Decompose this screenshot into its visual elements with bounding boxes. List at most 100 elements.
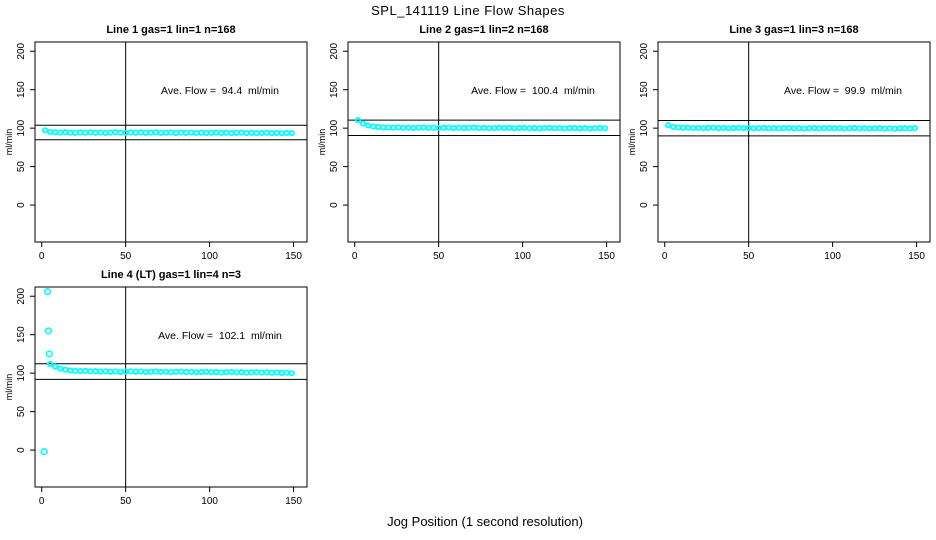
data-point [77, 129, 84, 136]
data-point [208, 129, 215, 136]
data-point [233, 129, 240, 136]
panel-1-x-ticks: 0 50 100 150 [39, 242, 302, 262]
panel-4-outlier-point [44, 327, 53, 335]
data-point [811, 124, 818, 132]
data-point [283, 129, 290, 137]
data-point [183, 368, 190, 376]
y-tick-label: 0 [16, 447, 27, 453]
y-tick-label: 150 [16, 81, 27, 98]
data-point [223, 369, 230, 376]
y-tick-label: 100 [16, 119, 27, 136]
y-tick-label: 200 [16, 287, 27, 304]
x-tick-label: 0 [662, 251, 668, 262]
panel-1-plot: 0 50 100 150 0 50 100 150 200 [16, 41, 308, 262]
data-point [102, 368, 109, 375]
data-point [800, 125, 808, 132]
panel-4-points [47, 360, 295, 377]
data-point [147, 368, 154, 375]
data-point [856, 125, 863, 132]
data-point [490, 124, 498, 132]
data-point [203, 368, 210, 375]
data-point [846, 125, 853, 132]
data-point [425, 124, 432, 132]
data-point [213, 368, 220, 376]
data-point [97, 368, 104, 375]
data-point [147, 129, 154, 136]
panel-1-ave-flow-label: Ave. Flow = 94.4 ml/min [161, 85, 279, 97]
data-point [755, 124, 762, 132]
data-point [87, 368, 94, 375]
data-point [806, 125, 813, 132]
data-point [480, 124, 488, 131]
panel-3-plot: 0 50 100 150 0 50 100 150 200 [639, 41, 931, 262]
x-tick-label: 100 [201, 251, 218, 262]
panel-1-points [41, 127, 295, 137]
data-point [172, 129, 180, 137]
data-point [526, 125, 533, 132]
data-point [253, 130, 260, 137]
y-tick-label: 50 [16, 406, 27, 418]
data-point [690, 124, 697, 132]
data-point [223, 129, 230, 136]
data-point [501, 125, 508, 132]
data-point [77, 368, 84, 375]
data-point [380, 124, 387, 131]
data-point [866, 125, 873, 132]
data-point [485, 125, 493, 132]
data-point [400, 124, 407, 131]
data-point [41, 127, 49, 134]
data-point [596, 124, 603, 132]
data-point [198, 368, 205, 376]
data-point [675, 124, 682, 131]
data-point [47, 128, 54, 136]
data-point [172, 368, 180, 375]
panel-4-x-ticks: 0 50 100 150 [39, 487, 302, 507]
panel-4-y-ticks: 0 50 100 150 200 [16, 287, 35, 453]
y-tick-label: 150 [16, 326, 27, 343]
data-point [836, 124, 843, 132]
data-point [695, 124, 702, 131]
data-point [730, 124, 737, 132]
data-point [62, 129, 69, 136]
data-point [750, 125, 757, 132]
data-point [720, 124, 727, 132]
data-point [906, 125, 913, 132]
x-tick-label: 150 [598, 251, 615, 262]
data-point [137, 368, 144, 375]
panel-4-y-axis-label: ml/min [4, 373, 14, 401]
data-point [112, 129, 119, 136]
data-point [571, 124, 578, 132]
data-point [664, 121, 672, 129]
panel-3-box [657, 41, 931, 243]
data-point [700, 125, 707, 132]
y-tick-label: 200 [16, 42, 27, 59]
x-tick-label: 50 [120, 251, 132, 262]
data-point [228, 368, 235, 376]
panel-1-box [34, 41, 308, 243]
data-point [821, 125, 828, 132]
y-tick-label: 0 [329, 202, 340, 208]
data-point [52, 129, 59, 136]
data-point [92, 368, 99, 375]
data-point [385, 124, 392, 131]
data-point [112, 368, 119, 375]
data-point [415, 124, 422, 131]
panel-1-y-ticks: 0 50 100 150 200 [16, 42, 35, 208]
data-point [670, 123, 677, 130]
data-point [198, 129, 205, 136]
panel-2-box [347, 41, 621, 243]
data-point [107, 368, 114, 375]
data-point [278, 130, 285, 137]
data-point [455, 124, 462, 131]
x-tick-label: 100 [201, 496, 218, 507]
y-tick-label: 200 [639, 42, 650, 59]
data-point [506, 124, 513, 132]
data-point [715, 125, 722, 132]
data-point [62, 366, 69, 373]
data-point [248, 129, 255, 136]
data-point [288, 370, 295, 377]
y-tick-label: 200 [329, 42, 340, 59]
panel-2-ave-flow-label: Ave. Flow = 100.4 ml/min [471, 85, 595, 97]
data-point [102, 129, 109, 137]
y-tick-label: 50 [639, 161, 650, 173]
